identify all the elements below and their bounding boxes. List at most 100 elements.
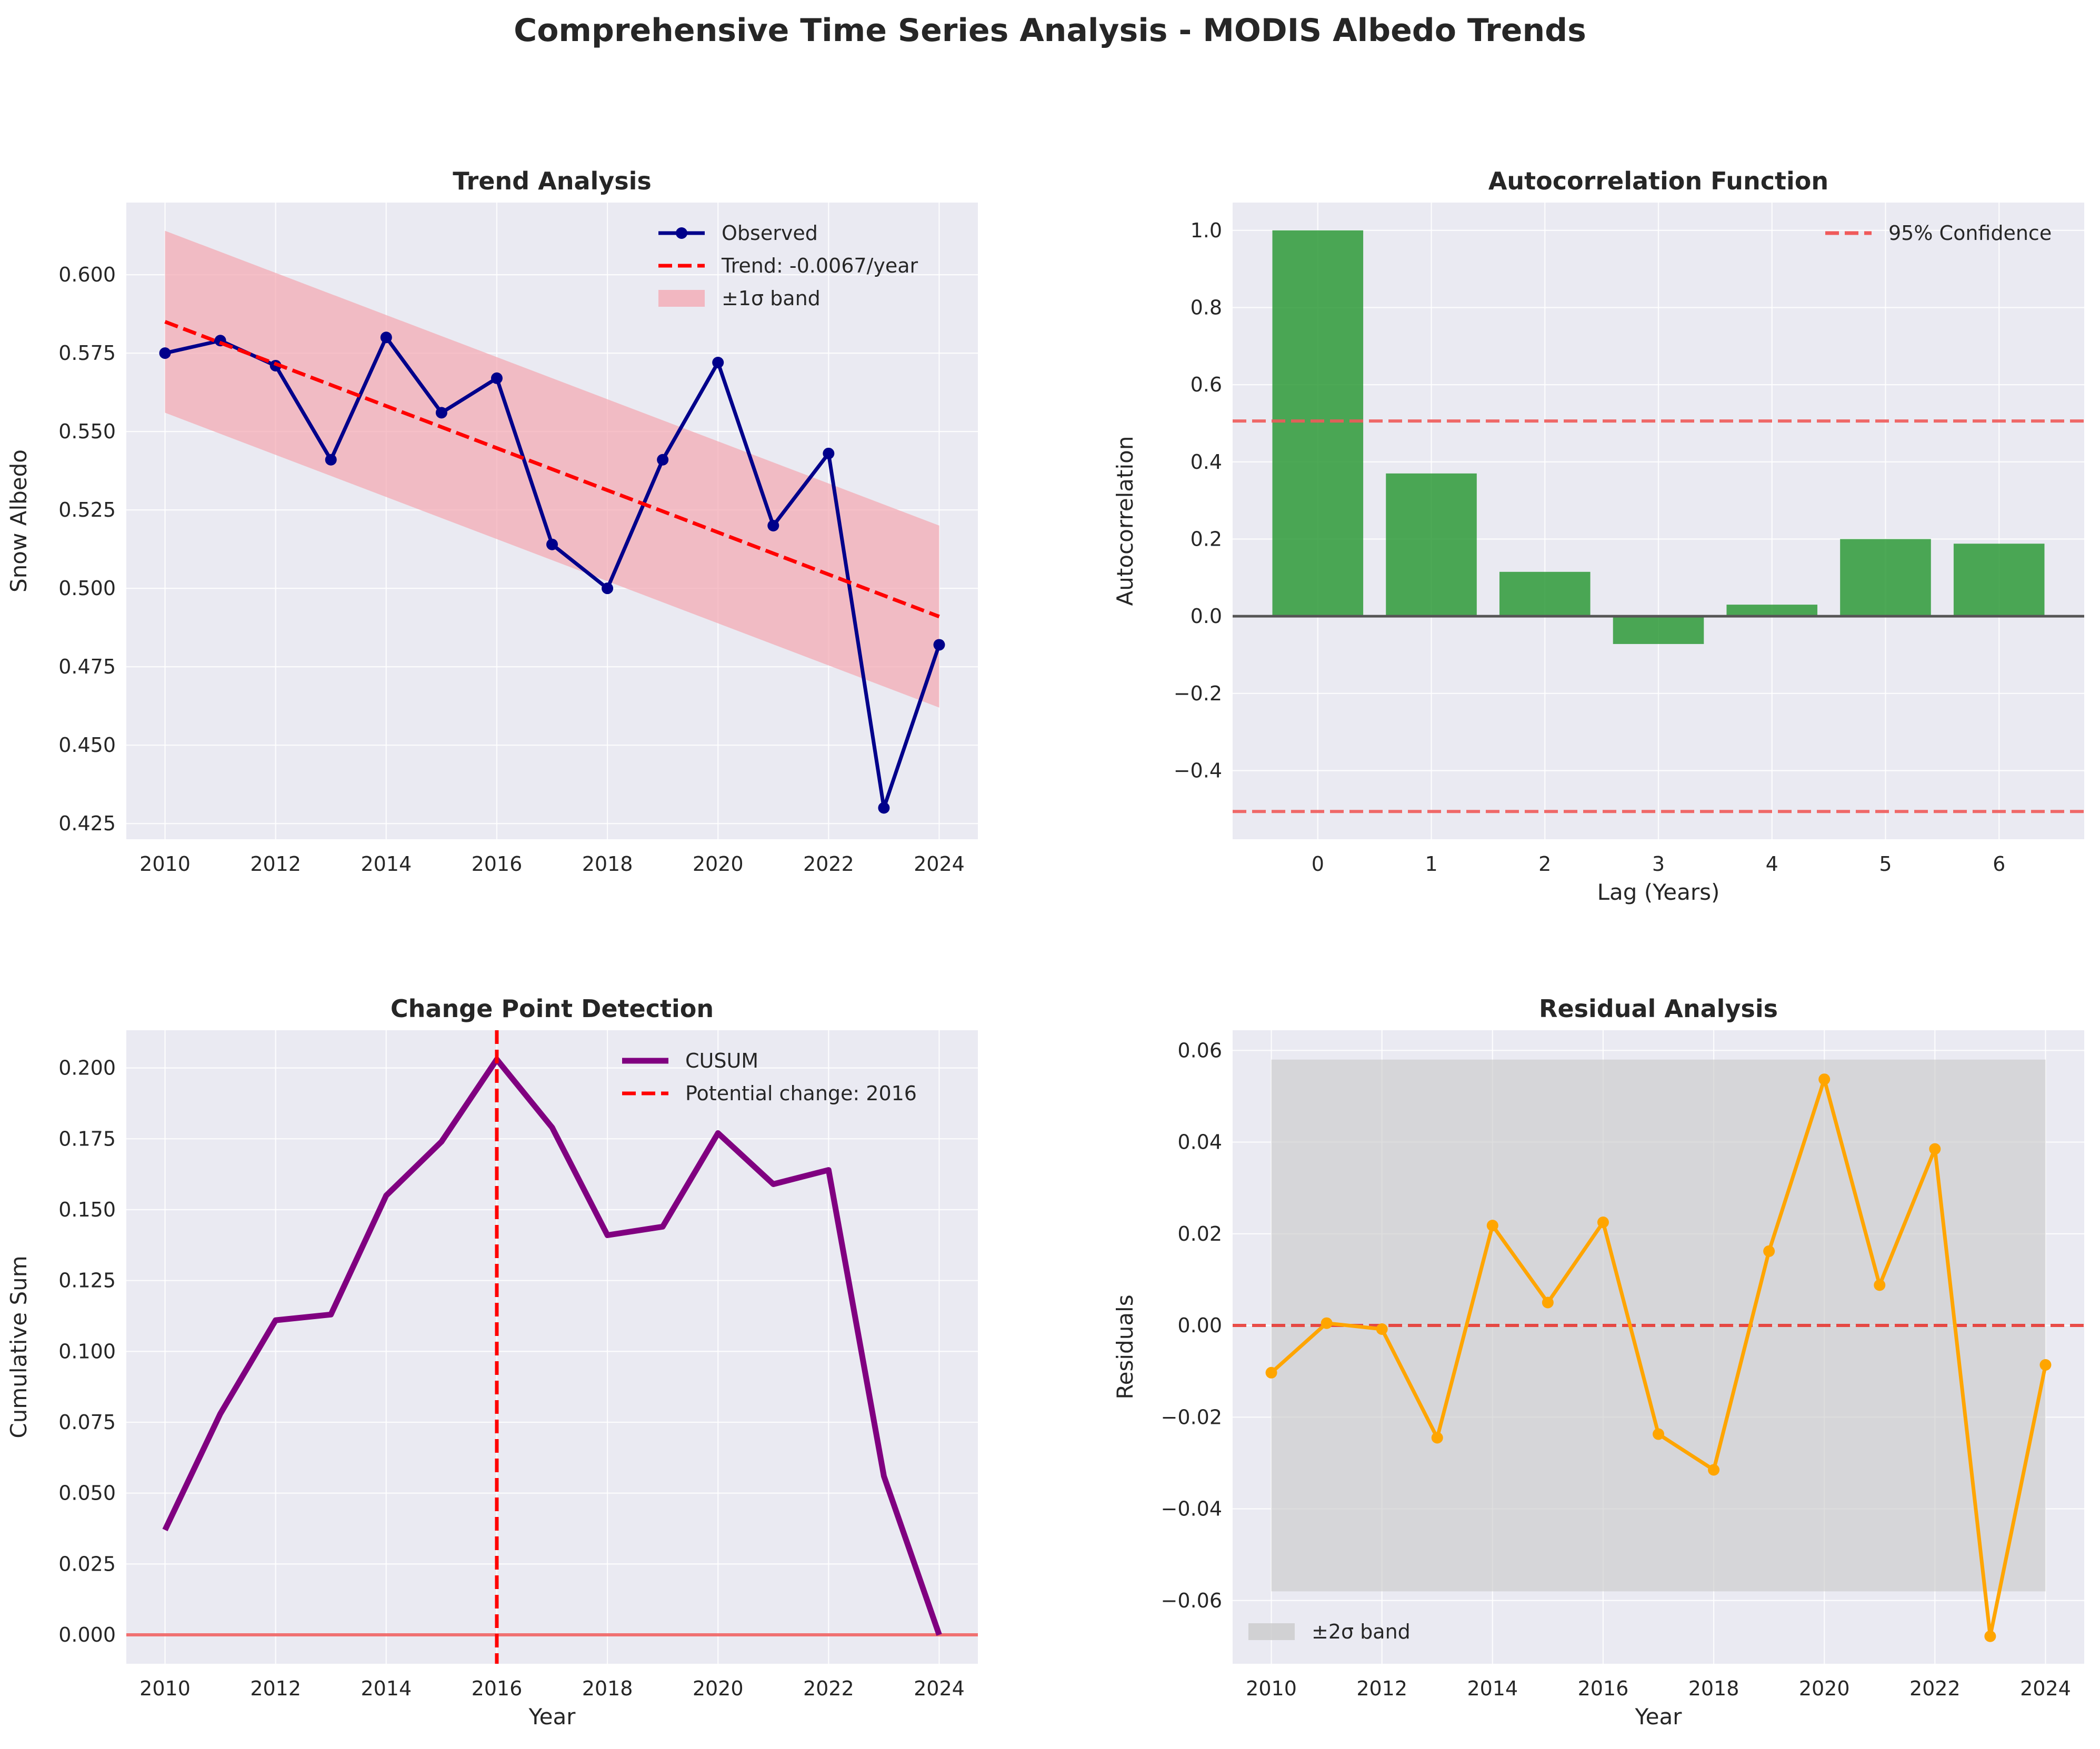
y-tick-label: 0.550 [58, 420, 116, 443]
observed-point [602, 582, 614, 595]
legend-label: CUSUM [685, 1049, 758, 1072]
x-tick-label: 2018 [582, 1677, 633, 1700]
x-tick-label: 2012 [250, 852, 301, 876]
panel-title: Change Point Detection [391, 994, 714, 1023]
residual-point [1597, 1217, 1609, 1229]
residual-point [1818, 1073, 1831, 1085]
observed-point [325, 454, 337, 466]
x-axis-label: Year [1635, 1704, 1683, 1730]
y-tick-label: 0.175 [58, 1127, 116, 1150]
x-tick-label: 2024 [914, 852, 965, 876]
ticks: 2010 2012 2014 2016 2018 2020 2022 2024 0.000 0.0… [58, 1057, 965, 1700]
legend-swatch [1248, 1623, 1295, 1640]
legend-label: Potential change: 2016 [685, 1082, 917, 1105]
x-tick-label: 2016 [472, 852, 523, 876]
y-tick-label: 0.06 [1177, 1039, 1222, 1062]
acf-bar [1726, 605, 1818, 617]
y-tick-label: 0.075 [58, 1411, 116, 1434]
y-tick-label: 0.02 [1177, 1222, 1222, 1245]
y-tick-label: 0.150 [58, 1198, 116, 1221]
residual-point [1431, 1432, 1443, 1444]
y-tick-label: 0.8 [1191, 296, 1222, 319]
y-tick-label: 0.425 [58, 812, 116, 835]
x-tick-label: 2016 [472, 1677, 523, 1700]
observed-point [767, 519, 779, 531]
y-axis-label: Autocorrelation [1112, 436, 1138, 606]
x-tick-label: 2010 [139, 1677, 191, 1700]
x-tick-label: 2012 [1356, 1677, 1407, 1700]
residual-point [1708, 1464, 1720, 1476]
x-tick-label: 1 [1425, 852, 1437, 876]
x-tick-label: 2016 [1578, 1677, 1629, 1700]
y-tick-label: −0.04 [1161, 1497, 1222, 1521]
y-axis-label: Residuals [1112, 1294, 1138, 1399]
observed-point [712, 356, 724, 368]
x-tick-label: 2022 [803, 852, 854, 876]
observed-point [933, 639, 945, 651]
plot-marks [126, 1030, 978, 1664]
ticks: 0 1 2 3 4 5 6 −0.4 −0.2 0.0 0.2 0.4 0.6 0.8 1.0 [1174, 219, 2006, 876]
acf-bar [1840, 539, 1931, 617]
x-axis-label: Lag (Years) [1597, 879, 1720, 905]
panel-3: 2010 2012 2014 2016 2018 2020 2022 2024 0.000 0.0… [6, 994, 978, 1730]
acf-bar [1613, 616, 1704, 644]
residual-point [1376, 1323, 1388, 1335]
y-tick-label: 0.0 [1191, 605, 1222, 628]
y-tick-label: 0.000 [58, 1623, 116, 1646]
residual-point [2039, 1359, 2052, 1371]
residual-point [1874, 1279, 1886, 1291]
x-tick-label: 2020 [693, 1677, 744, 1700]
panel-2: 0 1 2 3 4 5 6 −0.4 −0.2 0.0 0.2 0.4 0.6 0.8 1.0 Autocor… [1112, 167, 2084, 905]
observed-point [823, 447, 835, 459]
y-tick-label: 0.450 [58, 733, 116, 757]
legend-swatch [658, 290, 705, 307]
plot-marks [1233, 1059, 2084, 1642]
y-tick-label: 0.025 [58, 1552, 116, 1575]
legend: CUSUM Potential change: 2016 [622, 1049, 917, 1105]
panel-title: Residual Analysis [1539, 994, 1778, 1023]
legend-label: Trend: -0.0067/year [721, 254, 918, 277]
y-axis-label: Snow Albedo [6, 449, 32, 592]
y-tick-label: 0.125 [58, 1269, 116, 1292]
y-tick-label: 0.00 [1177, 1314, 1222, 1337]
figure-title: Comprehensive Time Series Analysis - MOD… [514, 12, 1586, 49]
grid [1233, 203, 2084, 839]
x-tick-label: 2012 [250, 1677, 301, 1700]
x-tick-label: 6 [1993, 852, 2005, 876]
y-tick-label: 0.475 [58, 655, 116, 678]
y-tick-label: −0.2 [1174, 682, 1222, 705]
cusum-line [162, 1057, 942, 1636]
y-tick-label: 0.2 [1191, 527, 1222, 550]
legend-label: ±2σ band [1312, 1620, 1411, 1643]
legend-label: Observed [722, 222, 818, 245]
legend-label: ±1σ band [722, 287, 821, 310]
y-tick-label: 0.04 [1177, 1131, 1222, 1154]
plot-marks [1233, 230, 2084, 813]
plot-marks [159, 230, 945, 814]
residual-point [1763, 1245, 1775, 1257]
acf-bar [1272, 230, 1364, 617]
panel-1: 2010 2012 2014 2016 2018 2020 2022 2024 0.425 0.4… [6, 167, 978, 876]
observed-point [491, 372, 503, 384]
x-tick-label: 2014 [361, 852, 412, 876]
y-tick-label: 0.500 [58, 577, 116, 600]
observed-point [878, 802, 890, 814]
legend: ±2σ band [1248, 1620, 1411, 1643]
panel-title: Autocorrelation Function [1488, 167, 1828, 195]
ticks: 2010 2012 2014 2016 2018 2020 2022 2024 0.425 0.4… [58, 263, 965, 876]
x-tick-label: 2014 [361, 1677, 412, 1700]
x-tick-label: 2022 [1909, 1677, 1961, 1700]
legend: 95% Confidence [1825, 222, 2052, 245]
residual-point [1265, 1366, 1277, 1379]
ticks: 2010 2012 2014 2016 2018 2020 2022 2024 −0.06 −0.… [1161, 1039, 2071, 1700]
residual-point [1929, 1143, 1941, 1155]
x-tick-label: 4 [1766, 852, 1778, 876]
y-tick-label: 1.0 [1191, 219, 1222, 242]
y-tick-label: 0.4 [1191, 450, 1222, 474]
residual-point [1653, 1428, 1664, 1440]
observed-point [546, 538, 558, 550]
legend-marker [676, 227, 687, 239]
panel-title: Trend Analysis [453, 167, 652, 195]
residual-point [1984, 1630, 1996, 1642]
